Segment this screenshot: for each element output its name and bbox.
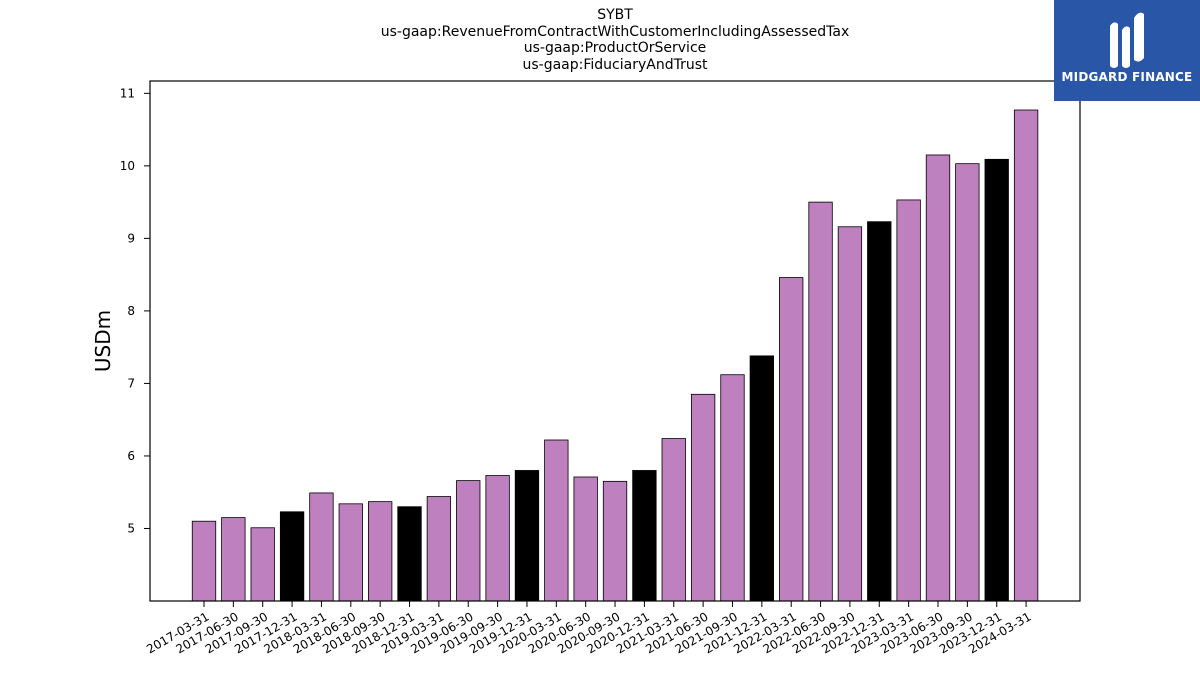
bar-2019-06-30 (456, 480, 481, 602)
bar-2017-06-30 (221, 517, 246, 602)
bar-2023-09-30 (955, 163, 980, 602)
bar-2022-06-30 (808, 201, 833, 602)
y-tick-label: 6 (127, 449, 135, 463)
bar-2018-06-30 (338, 503, 363, 602)
y-tick-label: 8 (127, 304, 135, 318)
title-line-axis: us-gaap:ProductOrService (523, 40, 707, 56)
bar-2023-03-31 (896, 199, 921, 602)
y-tick-label: 11 (120, 86, 135, 100)
y-tick-label: 5 (127, 521, 135, 535)
brand-logo: MIDGARD FINANCE (1054, 0, 1200, 101)
title-line-ticker: SYBT (597, 7, 633, 23)
bar-2020-06-30 (573, 476, 598, 602)
bar-2022-09-30 (837, 226, 863, 602)
bar-2023-12-31 (984, 158, 1009, 602)
bar-2020-12-31 (632, 470, 657, 602)
bar-2021-03-31 (661, 438, 686, 602)
title-line-concept: us-gaap:RevenueFromContractWithCustomerI… (380, 23, 850, 40)
bar-2022-12-31 (867, 221, 892, 602)
bar-2021-06-30 (690, 393, 716, 602)
bar-2021-12-31 (749, 355, 774, 602)
y-tick-label: 9 (127, 231, 135, 245)
bar-2017-12-31 (279, 511, 305, 602)
x-axis: 2017-03-312017-06-302017-09-302017-12-31… (144, 601, 1034, 656)
y-axis-label: USDm (91, 310, 115, 372)
bar-2024-03-31 (1013, 109, 1039, 602)
bar-2020-09-30 (602, 480, 628, 602)
midgard-logo-icon (1110, 12, 1144, 68)
y-tick-label: 7 (127, 376, 135, 390)
bar-2020-03-31 (544, 439, 569, 602)
bar-2017-03-31 (191, 520, 217, 602)
y-axis: 5 6 7 8 9 10 11 (120, 86, 150, 535)
bar-2022-03-31 (779, 277, 804, 602)
title-line-member: us-gaap:FiduciaryAndTrust (522, 56, 708, 73)
bar-2021-09-30 (720, 374, 745, 602)
bar-2019-03-31 (426, 496, 452, 602)
bar-2017-09-30 (250, 527, 275, 602)
bar-2018-09-30 (368, 501, 393, 602)
bars-group (191, 109, 1039, 602)
bar-2018-03-31 (309, 492, 334, 602)
bar-2023-06-30 (925, 154, 951, 602)
logo-text: MIDGARD FINANCE (1061, 70, 1193, 84)
bar-2019-09-30 (485, 475, 510, 602)
bar-2018-12-31 (397, 506, 422, 602)
y-tick-label: 10 (120, 159, 135, 173)
chart-title: SYBT us-gaap:RevenueFromContractWithCust… (150, 7, 1080, 73)
bar-2019-12-31 (514, 470, 540, 602)
